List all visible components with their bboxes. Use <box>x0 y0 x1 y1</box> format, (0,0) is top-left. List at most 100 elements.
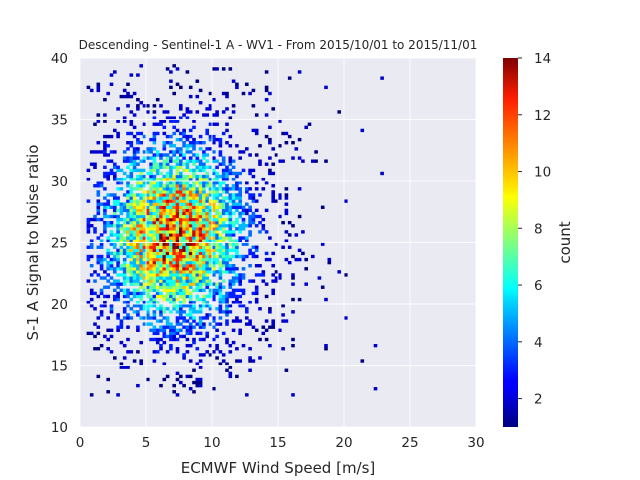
heatmap-cell <box>146 245 150 249</box>
heatmap-cell <box>297 297 302 302</box>
heatmap-cell <box>202 260 206 265</box>
heatmap-cell <box>139 307 143 311</box>
heatmap-cell <box>228 310 233 314</box>
heatmap-cell <box>185 285 190 289</box>
heatmap-cell <box>218 254 223 259</box>
heatmap-cell <box>129 242 134 246</box>
heatmap-cell <box>254 199 259 203</box>
heatmap-cell <box>202 217 206 222</box>
heatmap-cell <box>149 217 153 222</box>
heatmap-cell <box>179 150 183 154</box>
heatmap-cell <box>205 279 209 283</box>
heatmap-cell <box>146 313 150 317</box>
heatmap-cell <box>215 171 219 176</box>
heatmap-cell <box>175 187 180 191</box>
heatmap-cell <box>195 168 200 173</box>
heatmap-cell <box>136 147 140 151</box>
heatmap-cell <box>235 319 239 323</box>
heatmap-cell <box>162 165 167 169</box>
heatmap-cell <box>165 316 170 320</box>
heatmap-cell <box>96 202 101 206</box>
heatmap-cell <box>278 159 282 163</box>
heatmap-cell <box>231 267 236 271</box>
heatmap-cell <box>304 257 308 262</box>
heatmap-cell <box>172 165 176 169</box>
heatmap-cell <box>139 294 143 299</box>
heatmap-cell <box>208 147 213 151</box>
heatmap-cell <box>304 125 308 130</box>
heatmap-cell <box>172 279 176 283</box>
heatmap-cell <box>218 304 223 308</box>
heatmap-cell <box>106 260 110 265</box>
heatmap-cell <box>116 168 120 173</box>
heatmap-cell <box>86 227 91 231</box>
heatmap-cell <box>172 220 176 225</box>
heatmap-cell <box>169 264 173 268</box>
heatmap-cell <box>212 337 216 342</box>
heatmap-cell <box>202 353 206 357</box>
heatmap-cell <box>155 279 160 283</box>
heatmap-cell <box>198 190 203 194</box>
heatmap-cell <box>142 224 147 228</box>
heatmap-cell <box>149 260 153 265</box>
heatmap-cell <box>215 245 219 249</box>
heatmap-cell <box>360 128 365 133</box>
heatmap-cell <box>179 291 183 296</box>
heatmap-cell <box>241 227 246 231</box>
heatmap-cell <box>169 150 173 154</box>
heatmap-cell <box>159 319 163 323</box>
heatmap-cell <box>136 205 140 209</box>
heatmap-cell <box>132 304 137 308</box>
heatmap-cell <box>109 205 114 209</box>
heatmap-cell <box>185 184 190 188</box>
heatmap-cell <box>195 347 200 351</box>
heatmap-cell <box>202 199 206 203</box>
heatmap-cell <box>218 181 223 185</box>
heatmap-cell <box>126 184 130 188</box>
heatmap-cell <box>205 217 209 222</box>
heatmap-cell <box>152 177 157 182</box>
heatmap-cell <box>165 251 170 256</box>
heatmap-cell <box>132 196 137 200</box>
heatmap-cell <box>165 285 170 289</box>
heatmap-cell <box>122 202 127 206</box>
heatmap-cell <box>146 236 150 240</box>
heatmap-cell <box>159 282 163 286</box>
heatmap-cell <box>146 267 150 271</box>
heatmap-cell <box>185 150 190 154</box>
heatmap-cell <box>284 208 289 213</box>
heatmap-cell <box>152 217 157 222</box>
heatmap-cell <box>122 227 127 231</box>
heatmap-cell <box>195 285 200 289</box>
heatmap-cell <box>165 319 170 323</box>
heatmap-cell <box>215 248 219 253</box>
heatmap-cell <box>155 184 160 188</box>
heatmap-cell <box>192 264 196 268</box>
heatmap-cell <box>208 279 213 283</box>
heatmap-cell <box>235 374 239 379</box>
heatmap-cell <box>152 131 157 136</box>
heatmap-cell <box>185 337 190 342</box>
heatmap-cell <box>152 230 157 234</box>
heatmap-cell <box>228 304 233 308</box>
heatmap-cell <box>165 177 170 182</box>
heatmap-cell <box>165 260 170 265</box>
heatmap-cell <box>228 214 233 219</box>
heatmap-cell <box>119 325 124 329</box>
heatmap-cell <box>169 291 173 296</box>
heatmap-cell <box>248 217 252 222</box>
heatmap-cell <box>106 347 110 351</box>
heatmap-cell <box>162 224 167 228</box>
heatmap-cell <box>195 177 200 182</box>
heatmap-cell <box>86 254 91 259</box>
heatmap-cell <box>218 273 223 277</box>
heatmap-cell <box>162 227 167 231</box>
heatmap-cell <box>99 304 104 308</box>
heatmap-cell <box>152 187 157 191</box>
heatmap-cell <box>202 202 206 206</box>
y-tick-label: 35 <box>51 113 68 129</box>
heatmap-cell <box>126 300 130 305</box>
heatmap-cell <box>215 165 219 169</box>
heatmap-cell <box>192 184 196 188</box>
heatmap-cell <box>238 193 242 197</box>
